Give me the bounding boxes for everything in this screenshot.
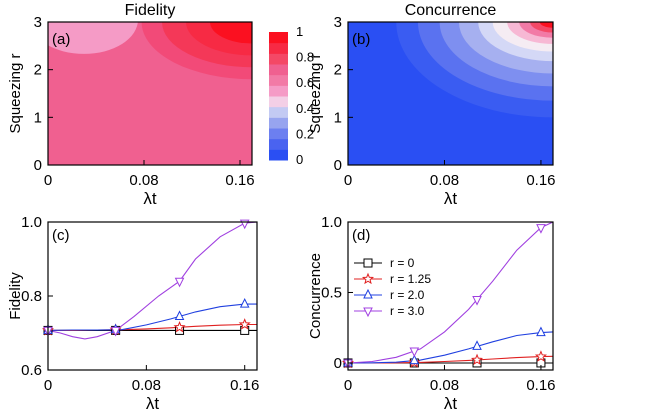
y-tick-label: 0 — [334, 157, 342, 174]
series-marker — [536, 224, 546, 234]
y-tick-label: 1 — [34, 109, 42, 126]
series-line-r-2-0 — [348, 331, 553, 364]
x-tick-label: 0.16 — [225, 172, 254, 189]
series-marker — [472, 296, 482, 306]
series-marker — [470, 353, 484, 366]
colorbar-segment — [269, 96, 288, 108]
legend-marker — [363, 307, 373, 318]
legend-label: r = 1.25 — [390, 272, 431, 286]
panel-label: (d) — [352, 227, 370, 244]
x-tick-label: 0.08 — [430, 172, 459, 189]
plot-frame — [347, 221, 554, 371]
heatmap-field — [48, 22, 252, 165]
colorbar-tick-label: 0 — [296, 152, 303, 167]
colorbar-tick-label: 0.6 — [296, 75, 314, 90]
y-tick-label: 3 — [334, 14, 342, 31]
plot-frame — [47, 221, 258, 371]
series-group — [348, 222, 553, 364]
legend-label: r = 2.0 — [390, 288, 425, 302]
colorbar-segment — [269, 32, 288, 44]
x-axis-label: λt — [444, 394, 458, 413]
colorbar-segment — [269, 128, 288, 140]
series-marker — [409, 354, 420, 365]
colorbar-segment — [269, 42, 288, 54]
plot-frame — [347, 21, 554, 166]
colorbar-segment — [269, 117, 288, 129]
panel-title: Fidelity — [125, 2, 176, 19]
x-tick-label: 0.16 — [230, 377, 259, 394]
legend-marker — [363, 258, 373, 268]
legend-label: r = 0 — [390, 256, 415, 270]
series-marker — [239, 298, 250, 308]
colorbar-segment — [269, 138, 288, 150]
y-axis-label: Squeezing r — [7, 53, 24, 133]
series-line-r-2-0 — [48, 303, 257, 331]
x-tick-label: 0.16 — [526, 377, 555, 394]
y-axis-label: Concurrence — [307, 253, 324, 339]
panel-label: (c) — [52, 227, 70, 244]
colorbar-tick-label: 0.2 — [296, 126, 314, 141]
colorbar-segment — [269, 53, 288, 65]
series-line-r-1-25 — [348, 355, 553, 364]
colorbar-segment — [269, 74, 288, 86]
series-group — [48, 222, 257, 340]
panel-label: (b) — [352, 31, 370, 48]
x-tick-label: 0 — [44, 172, 52, 189]
series-marker — [110, 326, 121, 337]
y-axis-label: Squeezing r — [307, 53, 324, 133]
x-tick-label: 0 — [344, 377, 352, 394]
series-marker — [174, 277, 185, 288]
y-tick-label: 2 — [34, 62, 42, 79]
series-line-r-3-0 — [48, 222, 257, 340]
y-tick-label: 1.0 — [321, 214, 342, 231]
x-tick-label: 0 — [344, 172, 352, 189]
x-tick-label: 0.08 — [129, 172, 158, 189]
y-tick-label: 1 — [334, 109, 342, 126]
plot-frame — [47, 21, 253, 166]
legend-marker — [363, 288, 373, 299]
y-tick-label: 3 — [34, 14, 42, 31]
colorbar-tick-label: 1 — [296, 24, 303, 39]
legend-label: r = 3.0 — [390, 304, 425, 318]
x-axis-label: λt — [444, 189, 458, 208]
colorbar-segment — [269, 85, 288, 97]
series-marker — [409, 347, 420, 358]
y-tick-label: 1.0 — [21, 214, 42, 231]
colorbar-segment — [269, 149, 288, 161]
heatmap-field — [348, 22, 553, 165]
x-axis-label: λt — [146, 394, 160, 413]
x-tick-label: 0 — [44, 377, 52, 394]
low-time-bulge — [48, 22, 138, 54]
panel-title: Concurrence — [405, 2, 497, 19]
series-marker — [536, 326, 546, 337]
y-tick-label: 0 — [34, 157, 42, 174]
fidelity-contour — [210, 22, 252, 44]
x-tick-label: 0.08 — [430, 377, 459, 394]
colorbar-segment — [269, 64, 288, 76]
series-marker — [534, 350, 547, 362]
y-tick-label: 0.6 — [21, 362, 42, 379]
panel-label: (a) — [52, 31, 70, 48]
y-axis-label: Fidelity — [7, 272, 24, 320]
y-tick-label: 0 — [334, 355, 342, 372]
series-marker — [238, 318, 251, 330]
colorbar-segment — [269, 106, 288, 118]
x-tick-label: 0.16 — [526, 172, 555, 189]
x-axis-label: λt — [143, 189, 157, 208]
concurrence-contour — [539, 22, 553, 28]
y-tick-label: 0.8 — [21, 288, 42, 305]
series-marker — [174, 310, 185, 320]
legend-marker — [361, 272, 375, 285]
y-tick-label: 2 — [334, 62, 342, 79]
y-tick-label: 0.5 — [321, 284, 342, 301]
colorbar-tick-label: 0.8 — [296, 50, 314, 65]
colorbar-tick-label: 0.4 — [296, 101, 314, 116]
x-tick-label: 0.08 — [132, 377, 161, 394]
series-marker — [472, 340, 482, 350]
series-marker — [173, 320, 186, 333]
series-line-r-3-0 — [348, 222, 553, 364]
